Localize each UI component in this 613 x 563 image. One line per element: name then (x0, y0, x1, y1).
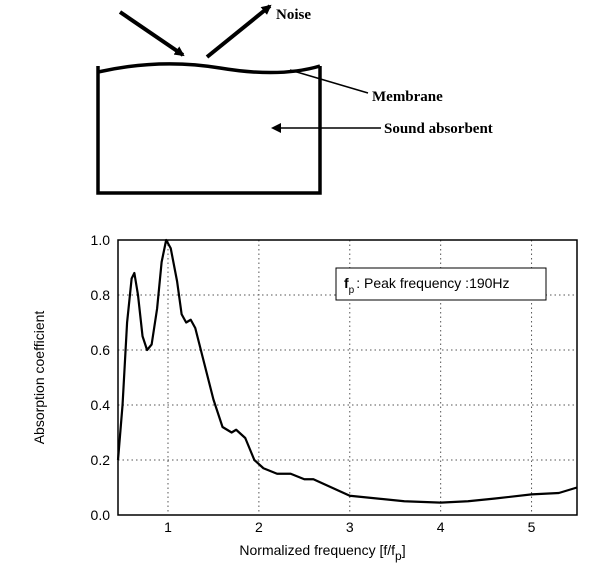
chart: 0.00.20.40.60.81.01 2 3 4 5fp: Peak frequenc… (31, 232, 578, 563)
outgoing-arrow (205, 4, 272, 59)
x-tick-label: 3 (346, 519, 354, 535)
x-axis-label-end: ] (402, 542, 406, 558)
y-tick-label: 0.6 (91, 342, 111, 358)
membrane-pointer (289, 69, 369, 94)
annotation-text: : Peak frequency :190Hz (356, 275, 509, 291)
x-axis-label-subscript: p (395, 549, 402, 563)
y-tick-label: 0.4 (91, 397, 111, 413)
annotation: fp: Peak frequency :190Hz (344, 275, 510, 296)
curve (116, 238, 578, 504)
annotation-subscript: p (349, 285, 355, 296)
y-tick-label: 1.0 (91, 232, 111, 248)
x-tick-label: 1 (164, 519, 172, 535)
x-tick-label: 5 (528, 519, 536, 535)
y-tick-label: 0.2 (91, 452, 111, 468)
absorbent-label: Sound absorbent (384, 121, 493, 137)
x-axis-label: Normalized frequency [f/fp] (239, 542, 405, 563)
x-tick-label: 2 (255, 519, 263, 535)
plot-frame (117, 239, 578, 516)
y-tick-label: 0.0 (91, 507, 111, 523)
box (96, 66, 322, 195)
membrane (97, 62, 321, 75)
annotation-box (335, 267, 547, 301)
x-tick-label: 4 (437, 519, 445, 535)
x-axis-label-main: Normalized frequency [f/f (239, 542, 395, 558)
membrane-label: Membrane (372, 89, 443, 105)
y-tick-label: 0.8 (91, 287, 111, 303)
y-axis-label: Absorption coefficient (31, 311, 47, 445)
diagram: Noise Membrane Sound absorbent (96, 4, 493, 195)
incoming-arrow (118, 10, 185, 57)
noise-label: Noise (276, 7, 311, 23)
annotation-symbol: f (344, 275, 349, 291)
